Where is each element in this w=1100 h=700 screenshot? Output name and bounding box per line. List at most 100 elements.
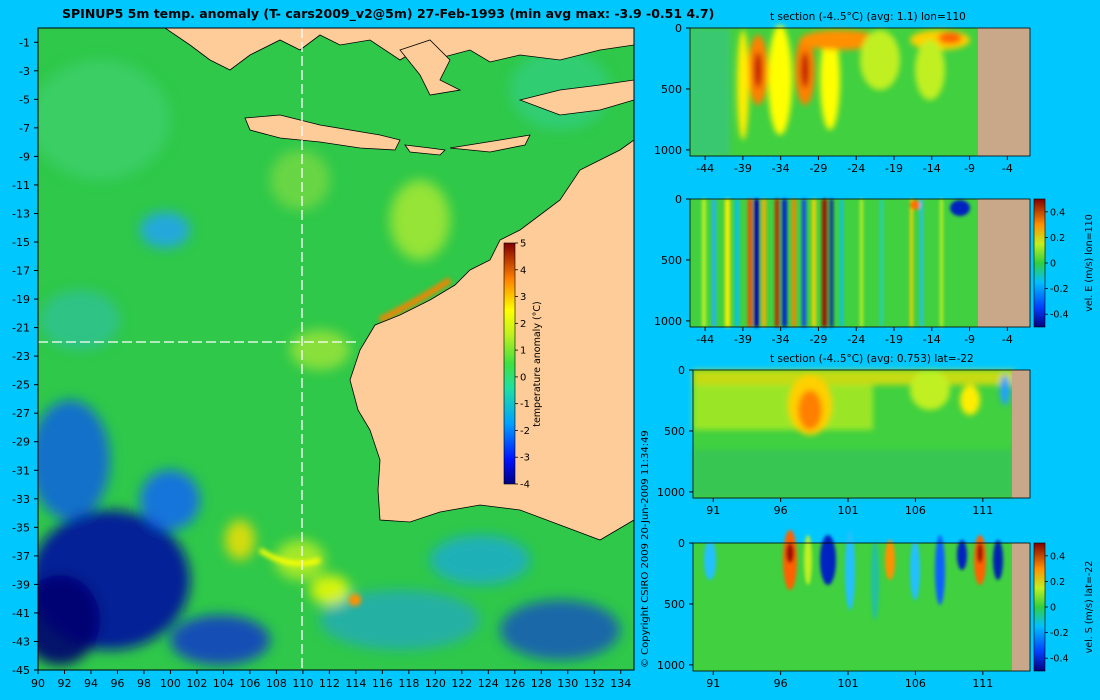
vel-s-colorbar <box>1033 542 1046 672</box>
vel-e-label: vel. E (m/s) lon=110 <box>1084 214 1095 312</box>
map-x-tick-label: 110 <box>292 677 313 690</box>
panel-x-tick-label: -4 <box>1002 162 1013 175</box>
map-y-tick-label: -7 <box>19 122 30 135</box>
velocity-colorbar-ticks: 0.4 0.2 0 -0.2 -0.4 0.4 0.2 0 -0.2 -0.4 <box>1045 207 1069 665</box>
panel-y-tick-label: 1000 <box>654 315 682 328</box>
temperature-anomaly-map: 90 92 94 96 98 100 102 104 106 108 110 112 114 116 118… <box>12 27 635 690</box>
vel-colorbar-tick-label: -0.4 <box>1050 310 1069 321</box>
vel-colorbar-tick-label: 0.4 <box>1050 207 1065 218</box>
panel-x-tick-label: 96 <box>774 504 788 517</box>
panel-y-tick-label: 0 <box>678 537 685 550</box>
map-x-tick-label: 134 <box>610 677 631 690</box>
vel-colorbar-tick-label: 0.4 <box>1050 551 1065 562</box>
map-x-tick-label: 108 <box>266 677 287 690</box>
panel-y-tick-label: 0 <box>675 22 682 35</box>
colorbar-tick-label: 5 <box>520 239 526 250</box>
panel-x-tick-label: -34 <box>772 333 790 346</box>
map-y-tick-label: -29 <box>12 436 30 449</box>
map-axes: 90 92 94 96 98 100 102 104 106 108 110 112 114 116 118… <box>12 36 631 690</box>
panel-x-tick-label: -44 <box>696 162 714 175</box>
panel-x-tick-label: -14 <box>923 162 941 175</box>
vel-colorbar-tick-label: -0.2 <box>1050 628 1069 639</box>
map-x-tick-label: 94 <box>84 677 98 690</box>
map-x-tick-label: 104 <box>213 677 234 690</box>
section-panels: -44 -39 -34 -29 -24 -19 -14 -9 -4 0 500 1000 -44 -39 -… <box>654 22 1095 690</box>
map-x-tick-label: 102 <box>186 677 207 690</box>
map-y-tick-label: -11 <box>12 179 30 192</box>
vel-e-colorbar <box>1033 198 1046 328</box>
vel-colorbar-tick-label: 0 <box>1050 603 1056 614</box>
map-y-tick-label: -1 <box>19 36 30 49</box>
map-x-tick-label: 124 <box>478 677 499 690</box>
colorbar-label: temperature anomaly (°C) <box>532 301 543 427</box>
colorbar-tick-label: 0 <box>520 372 526 383</box>
map-x-tick-label: 106 <box>239 677 260 690</box>
panel-x-tick-label: -24 <box>847 162 865 175</box>
panel-x-tick-label: -4 <box>1002 333 1013 346</box>
temperature-colorbar <box>503 242 516 485</box>
map-x-tick-label: 96 <box>110 677 124 690</box>
panel-y-tick-label: 1000 <box>654 144 682 157</box>
colorbar-tick-label: -1 <box>520 399 530 410</box>
panel-y-tick-label: 1000 <box>657 659 685 672</box>
map-x-tick-label: 112 <box>319 677 340 690</box>
panel-3-title: t section (-4..5°C) (avg: 0.753) lat=-22 <box>770 353 974 365</box>
panel-x-tick-label: 106 <box>905 677 926 690</box>
map-y-tick-label: -21 <box>12 322 30 335</box>
map-x-tick-label: 128 <box>531 677 552 690</box>
map-y-tick-label: -19 <box>12 293 30 306</box>
colorbar-tick-label: 3 <box>520 292 526 303</box>
panel-x-tick-label: -34 <box>772 162 790 175</box>
vel-s-label: vel. S (m/s) lat=-22 <box>1084 561 1095 654</box>
panel-1-t-section-lon110 <box>689 25 1031 157</box>
panel-x-tick-label: 111 <box>972 504 993 517</box>
vel-colorbar-tick-label: 0.2 <box>1050 577 1065 588</box>
panel-y-tick-label: 500 <box>661 254 682 267</box>
map-x-tick-label: 92 <box>57 677 71 690</box>
panel-x-tick-label: -19 <box>885 162 903 175</box>
panel-2-vel-e-lon110 <box>689 198 1031 328</box>
panel-x-tick-label: -9 <box>964 162 975 175</box>
panel-x-tick-label: -19 <box>885 333 903 346</box>
vel-colorbar-tick-label: -0.2 <box>1050 284 1069 295</box>
vel-colorbar-tick-label: 0 <box>1050 259 1056 270</box>
land-masses <box>164 28 634 670</box>
map-y-tick-label: -45 <box>12 664 30 677</box>
panel-y-tick-label: 1000 <box>657 486 685 499</box>
map-y-tick-label: -37 <box>12 550 30 563</box>
map-y-tick-label: -27 <box>12 407 30 420</box>
map-x-tick-label: 118 <box>398 677 419 690</box>
map-y-tick-label: -13 <box>12 207 30 220</box>
anomaly-patterns <box>38 50 620 665</box>
map-y-tick-label: -9 <box>19 150 30 163</box>
map-x-tick-label: 114 <box>345 677 366 690</box>
panel-x-tick-label: -29 <box>809 333 827 346</box>
panel-axes: -44 -39 -34 -29 -24 -19 -14 -9 -4 0 500 1000 -44 -39 -… <box>654 22 1013 690</box>
colorbar-tick-label: 1 <box>520 346 526 357</box>
panel-x-tick-label: 91 <box>706 504 720 517</box>
map-x-tick-label: 120 <box>425 677 446 690</box>
panel-y-tick-label: 0 <box>678 364 685 377</box>
colorbar-tick-label: -3 <box>520 453 530 464</box>
colorbar-tick-label: -4 <box>520 480 530 491</box>
panel-x-tick-label: 96 <box>774 677 788 690</box>
map-x-tick-label: 116 <box>372 677 393 690</box>
colorbar-tick-label: 4 <box>520 265 526 276</box>
map-x-tick-label: 130 <box>557 677 578 690</box>
map-x-tick-label: 126 <box>504 677 525 690</box>
panel-x-tick-label: 106 <box>905 504 926 517</box>
map-y-tick-label: -41 <box>12 607 30 620</box>
panel-x-tick-label: -39 <box>734 162 752 175</box>
temperature-colorbar-ticks: 5 4 3 2 1 0 -1 -2 -3 -4 <box>515 239 530 491</box>
panel-y-tick-label: 500 <box>664 425 685 438</box>
panel-y-tick-label: 500 <box>661 83 682 96</box>
map-y-tick-label: -17 <box>12 265 30 278</box>
panel-x-tick-label: -14 <box>923 333 941 346</box>
panel-x-tick-label: 91 <box>706 677 720 690</box>
map-y-tick-label: -25 <box>12 379 30 392</box>
map-x-tick-label: 122 <box>451 677 472 690</box>
panel-4-vel-s-lat-22 <box>692 530 1031 672</box>
panel-x-tick-label: -44 <box>696 333 714 346</box>
panel-x-tick-label: -39 <box>734 333 752 346</box>
panel-1-title: t section (-4..5°C) (avg: 1.1) lon=110 <box>770 11 966 23</box>
